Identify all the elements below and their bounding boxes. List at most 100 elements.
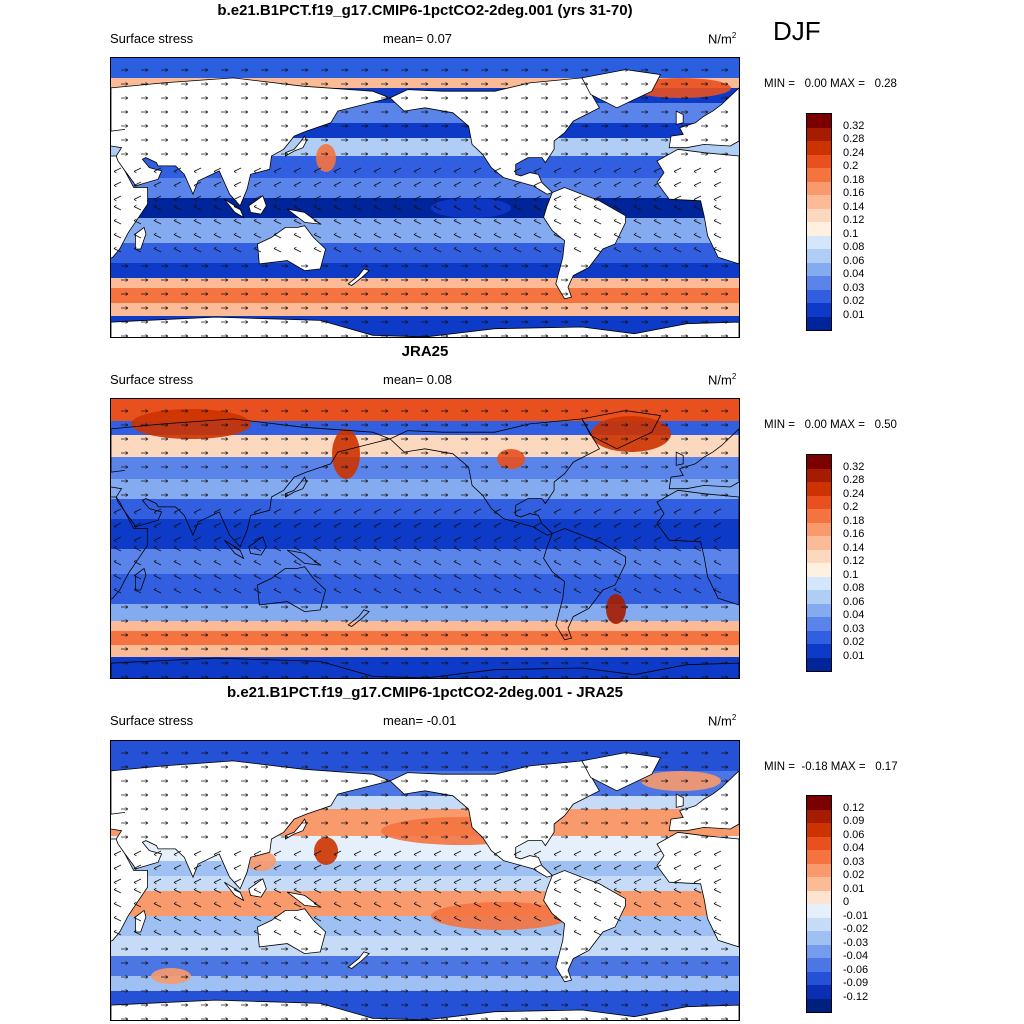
wind-arrow-head — [225, 68, 229, 72]
wind-arrow-head — [225, 423, 229, 427]
colorbar-swatch — [807, 863, 831, 877]
wind-arrow-head — [493, 510, 497, 515]
wind-arrow-head — [253, 246, 257, 251]
wind-arrow-head — [725, 320, 729, 324]
wind-arrow-head — [133, 232, 137, 237]
wind-arrow-head — [385, 152, 389, 156]
wind-arrow-head — [253, 545, 257, 550]
wind-arrow-head — [385, 605, 389, 609]
wind-arrow-head — [453, 901, 457, 906]
wind-arrow-head — [585, 451, 589, 455]
wind-arrow-head — [445, 124, 449, 128]
wind-arrow-head — [373, 901, 377, 906]
wind-arrow-head — [665, 975, 669, 979]
wind-arrow-head — [625, 423, 629, 427]
wind-arrow-head — [425, 278, 429, 282]
wind-arrow-head — [153, 204, 157, 209]
wind-arrow-head — [325, 975, 329, 979]
wind-arrow-head — [673, 169, 677, 174]
wind-arrow-head — [145, 765, 149, 769]
wind-arrow-head — [305, 989, 309, 993]
wind-arrow-head — [405, 675, 409, 678]
wind-arrow-head — [465, 765, 469, 769]
wind-arrow-head — [485, 605, 489, 609]
wind-arrow-head — [705, 807, 709, 811]
wind-arrow-head — [193, 183, 197, 188]
wind-arrow-head — [345, 306, 349, 310]
wind-arrow-head — [385, 264, 389, 268]
colorbar-obs — [806, 454, 832, 672]
wind-arrow-head — [165, 493, 169, 497]
wind-arrow-head — [505, 1003, 509, 1007]
wind-arrow-head — [605, 306, 609, 310]
wind-arrow-head — [393, 246, 397, 251]
wind-arrow-head — [705, 451, 709, 455]
wind-arrow-head — [285, 306, 289, 310]
wind-arrow-head — [165, 306, 169, 310]
coastline-australia — [257, 225, 327, 272]
wind-arrow-head — [145, 68, 149, 72]
wind-arrow-head — [373, 232, 377, 237]
wind-arrow-head — [245, 633, 249, 637]
wind-arrow-head — [433, 887, 437, 892]
wind-arrow-head — [173, 929, 177, 934]
wind-arrow-head — [205, 633, 209, 637]
wind-arrow-head — [525, 96, 529, 100]
wind-arrow-head — [585, 751, 589, 755]
wind-arrow-head — [125, 751, 129, 755]
wind-arrow-head — [145, 451, 149, 455]
wind-arrow-head — [573, 204, 577, 209]
colorbar-swatch — [807, 931, 831, 945]
wind-arrow-head — [353, 232, 357, 237]
wind-arrow-head — [405, 138, 409, 142]
wind-arrow-head — [233, 587, 237, 592]
wind-arrow-head — [133, 866, 137, 871]
wind-arrow-head — [565, 152, 569, 156]
wind-arrow-head — [445, 278, 449, 282]
wind-arrow-head — [465, 661, 469, 665]
wind-arrow-head — [393, 510, 397, 515]
wind-arrow-head — [505, 947, 509, 951]
wind-arrow-head — [445, 1017, 449, 1020]
colorbar-tick-label: 0.32 — [843, 460, 865, 473]
wind-arrow-head — [205, 292, 209, 296]
field-band — [111, 976, 739, 991]
wind-arrow-head — [113, 901, 117, 906]
wind-arrow-head — [485, 947, 489, 951]
wind-arrow-head — [245, 479, 249, 483]
wind-arrow-head — [205, 306, 209, 310]
wind-arrow-head — [285, 605, 289, 609]
colorbar-tick-label: 0.16 — [843, 528, 865, 540]
wind-arrow-head — [713, 183, 717, 188]
wind-arrow-head — [293, 901, 297, 906]
wind-arrow-head — [385, 292, 389, 296]
wind-arrow-head — [293, 559, 297, 564]
wind-arrow-head — [573, 545, 577, 550]
wind-arrow-head — [433, 901, 437, 906]
wind-arrow-head — [125, 152, 129, 156]
wind-arrow-head — [465, 451, 469, 455]
wind-arrow-head — [645, 465, 649, 469]
wind-arrow-head — [225, 124, 229, 128]
variable-label-diff: Surface stress — [110, 713, 194, 728]
wind-arrow-head — [453, 246, 457, 251]
wind-arrow-head — [353, 545, 357, 550]
wind-arrow-head — [173, 183, 177, 188]
wind-arrow-head — [593, 852, 597, 857]
wind-arrow-head — [513, 852, 517, 857]
wind-arrow-head — [385, 1017, 389, 1020]
wind-arrow-head — [113, 852, 117, 857]
wind-arrow-head — [285, 465, 289, 469]
wind-arrow-head — [145, 961, 149, 965]
wind-arrow-head — [445, 493, 449, 497]
wind-arrow-head — [265, 835, 269, 839]
wind-arrow-head — [325, 423, 329, 427]
wind-arrow-head — [453, 183, 457, 188]
wind-arrow-head — [665, 493, 669, 497]
wind-arrow-head — [645, 479, 649, 483]
wind-arrow-head — [605, 807, 609, 811]
wind-arrow-head — [273, 559, 277, 564]
wind-arrow-head — [493, 559, 497, 564]
wind-arrow-head — [393, 183, 397, 188]
wind-arrow-head — [625, 306, 629, 310]
